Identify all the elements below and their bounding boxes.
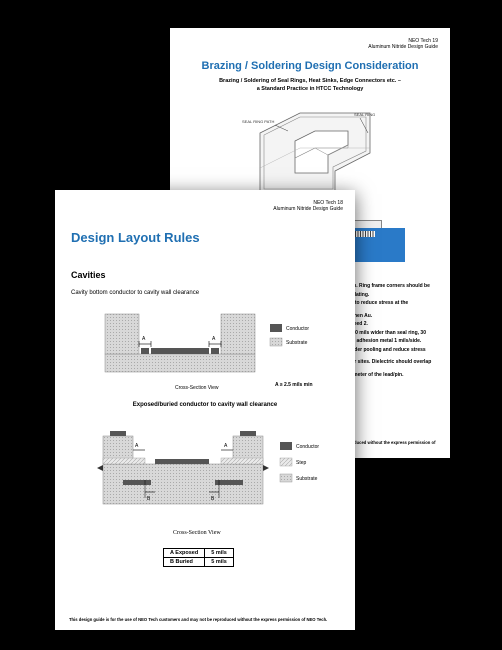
- caption-1: Cavity bottom conductor to cavity wall c…: [71, 290, 199, 296]
- svg-text:A: A: [224, 443, 228, 449]
- caption-2: Exposed/buried conductor to cavity wall …: [55, 402, 355, 408]
- svg-text:Substrate: Substrate: [296, 476, 318, 482]
- cell: 5 mils: [205, 549, 234, 558]
- svg-text:A: A: [142, 336, 146, 342]
- hdr-guide-name: Aluminum Nitride Design Guide: [368, 44, 438, 50]
- page-title: Brazing / Soldering Design Consideration: [170, 60, 450, 72]
- seal-ring-diagram: SEAL RING PATH SEAL RING: [240, 103, 390, 203]
- table-row: A Exposed 5 mils: [164, 549, 234, 558]
- seal-ring-label: SEAL RING: [354, 112, 375, 117]
- a-min-value: A ≥ 2.5 mils min: [275, 382, 313, 388]
- hdr-guide-name: Aluminum Nitride Design Guide: [273, 206, 343, 212]
- cavity-diagram-2: A A B B Conductor Step Substrate: [85, 418, 325, 528]
- svg-text:Substrate: Substrate: [286, 340, 308, 346]
- cell: A Exposed: [164, 549, 205, 558]
- svg-text:Conductor: Conductor: [286, 326, 309, 332]
- subtitle-2: a Standard Practice in HTCC Technology: [170, 86, 450, 92]
- header-back: NEO Tech 19 Aluminum Nitride Design Guid…: [368, 38, 438, 50]
- seal-path-label: SEAL RING PATH: [242, 119, 274, 124]
- cavity-diagram-1: A A Conductor Substrate: [85, 304, 325, 394]
- clearance-table: A Exposed 5 mils B Buried 5 mils: [163, 548, 234, 567]
- page-design-layout: NEO Tech 18 Aluminum Nitride Design Guid…: [55, 190, 355, 630]
- svg-text:Step: Step: [296, 460, 307, 466]
- table-row: B Buried 5 mils: [164, 558, 234, 567]
- svg-text:Conductor: Conductor: [296, 444, 319, 450]
- header-front: NEO Tech 18 Aluminum Nitride Design Guid…: [273, 200, 343, 212]
- cell: 5 mils: [205, 558, 234, 567]
- subtitle-1: Brazing / Soldering of Seal Rings, Heat …: [170, 78, 450, 84]
- page-title: Design Layout Rules: [71, 230, 200, 245]
- cell: B Buried: [164, 558, 205, 567]
- section-heading: Cavities: [71, 270, 106, 280]
- svg-text:A: A: [212, 336, 216, 342]
- footer-note: This design guide is for the use of NEO …: [69, 617, 341, 622]
- svg-text:A: A: [135, 443, 139, 449]
- cross-section-label-2: Cross-Section View: [173, 530, 221, 536]
- cross-section-label-1: Cross-Section View: [175, 385, 219, 391]
